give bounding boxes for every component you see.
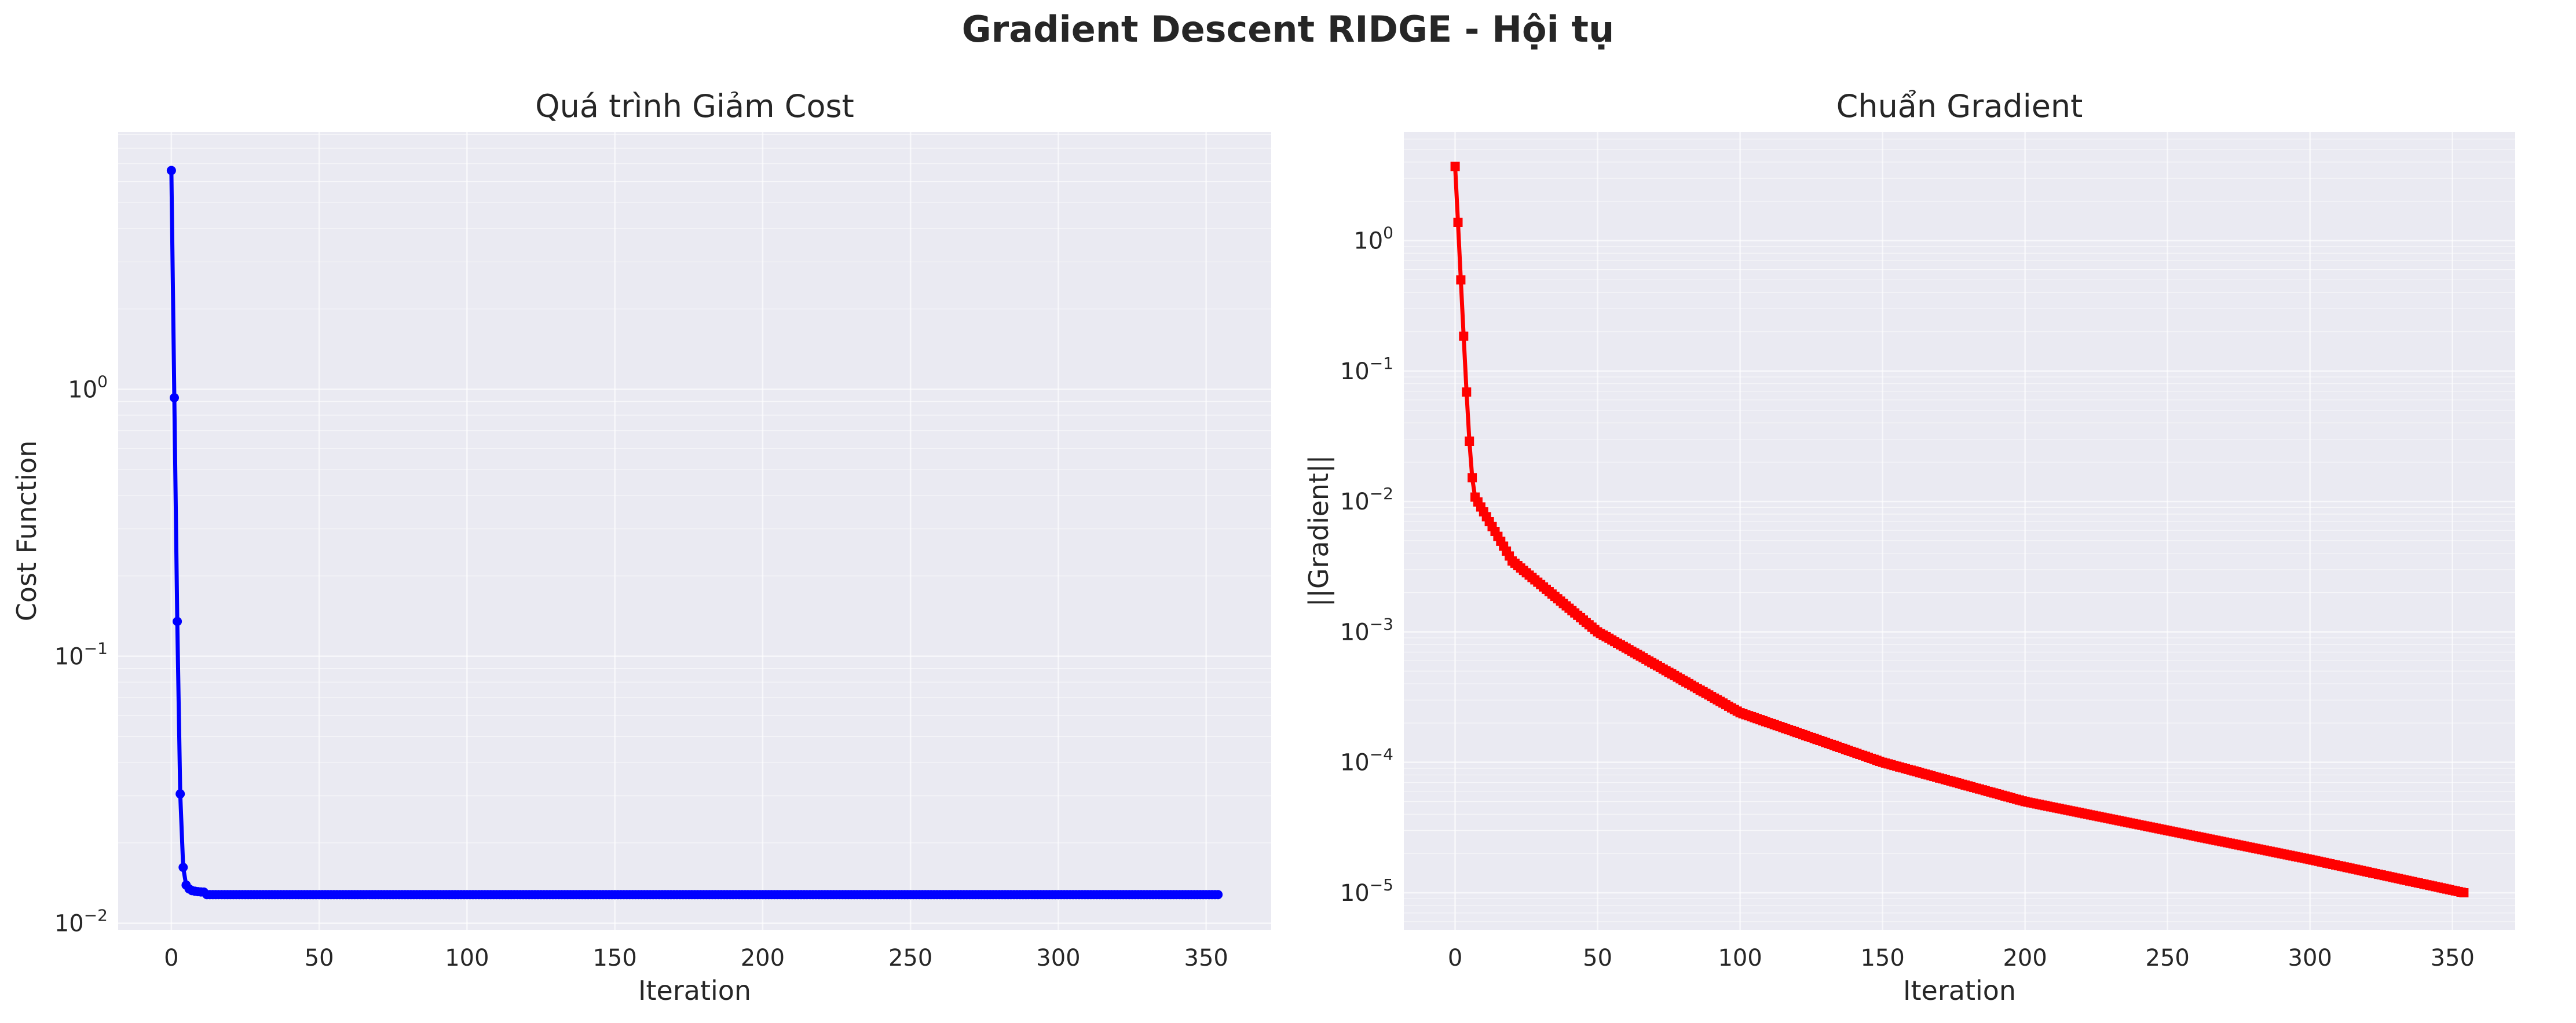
plot-area xyxy=(1404,132,2515,930)
y-tick-label: 10−2 xyxy=(1340,484,1393,515)
x-tick-label: 350 xyxy=(1184,945,1228,971)
x-tick-label: 200 xyxy=(2003,945,2047,971)
x-tick-label: 350 xyxy=(2431,945,2475,971)
x-tick-label: 300 xyxy=(2288,945,2332,971)
data-point xyxy=(1468,473,1477,483)
data-point xyxy=(178,863,188,872)
data-point xyxy=(170,393,179,402)
plot-area xyxy=(118,132,1271,930)
x-axis-label: Iteration xyxy=(638,975,751,1006)
y-axis-label: Cost Function xyxy=(11,441,42,622)
y-tick-label: 10−1 xyxy=(54,639,108,670)
figure-title: Gradient Descent RIDGE - Hội tụ xyxy=(961,8,1615,50)
x-axis-label: Iteration xyxy=(1903,975,2016,1006)
data-point xyxy=(173,617,182,626)
data-point xyxy=(1213,890,1223,900)
x-tick-label: 100 xyxy=(445,945,489,971)
y-tick-label: 100 xyxy=(1353,223,1393,255)
series-markers xyxy=(1450,162,2469,897)
x-tick-label: 150 xyxy=(1860,945,1904,971)
y-tick-label: 10−1 xyxy=(1340,354,1393,385)
x-tick-label: 300 xyxy=(1036,945,1080,971)
x-tick-label: 250 xyxy=(2146,945,2190,971)
y-tick-label: 10−2 xyxy=(54,906,108,937)
data-point xyxy=(1450,162,1460,171)
data-point xyxy=(1465,437,1474,446)
x-tick-label: 250 xyxy=(888,945,932,971)
data-point xyxy=(1453,218,1463,227)
y-tick-label: 10−5 xyxy=(1340,875,1393,907)
data-point xyxy=(1459,331,1469,341)
data-point xyxy=(2459,888,2469,897)
y-axis-label: ||Gradient|| xyxy=(1303,455,1335,607)
x-tick-label: 100 xyxy=(1718,945,1762,971)
chart-title: Quá trình Giảm Cost xyxy=(535,88,854,124)
x-tick-label: 150 xyxy=(592,945,636,971)
data-point xyxy=(1462,387,1472,397)
data-point xyxy=(166,166,176,175)
x-tick-label: 0 xyxy=(164,945,178,971)
data-point xyxy=(1456,275,1466,285)
y-tick-label: 10−3 xyxy=(1340,614,1393,646)
chart-title: Chuẩn Gradient xyxy=(1836,88,2083,124)
y-tick-label: 100 xyxy=(68,372,108,403)
series-markers xyxy=(166,166,1223,900)
x-tick-label: 0 xyxy=(1448,945,1462,971)
x-tick-label: 200 xyxy=(741,945,785,971)
x-tick-label: 50 xyxy=(305,945,334,971)
data-point xyxy=(175,789,185,799)
chart-1: 0 50 100 150 200 250 300 350 10−2 10−1 100 Iteratio… xyxy=(11,88,1271,1006)
y-tick-label: 10−4 xyxy=(1340,745,1393,776)
x-tick-label: 50 xyxy=(1583,945,1612,971)
chart-2: 0 50 100 150 200 250 300 350 10−5 10−4 10−3 10−2 10−… xyxy=(1303,88,2515,1006)
